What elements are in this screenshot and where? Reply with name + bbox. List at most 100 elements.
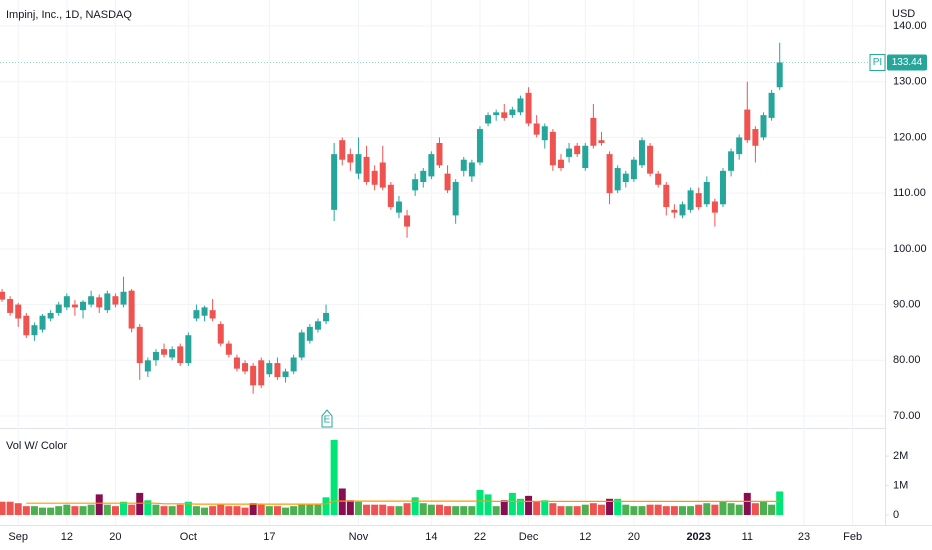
volume-bar	[338, 488, 346, 515]
candle-body	[517, 98, 524, 113]
candle-body	[258, 360, 265, 386]
candle-body	[541, 126, 548, 141]
volume-bar	[597, 504, 605, 515]
candle-body	[80, 301, 87, 311]
candle-body	[282, 371, 289, 378]
volume-bar	[209, 506, 217, 515]
volume-bar	[120, 501, 128, 515]
chart-title: Impinj, Inc., 1D, NASDAQ	[6, 9, 132, 21]
candle-body	[671, 209, 678, 213]
volume-bar	[776, 491, 784, 515]
volume-bar	[152, 504, 160, 515]
candle-body	[136, 326, 143, 364]
volume-bar	[6, 501, 14, 515]
volume-bar	[743, 492, 751, 515]
candle-body	[169, 349, 176, 358]
candle-body	[63, 296, 70, 308]
earnings-icon[interactable]	[321, 409, 333, 428]
candle-body	[590, 117, 597, 146]
candle-body	[217, 324, 224, 344]
volume-bar	[460, 506, 468, 515]
volume-bar	[703, 503, 711, 515]
candle-body	[193, 310, 200, 319]
volume-bar	[541, 500, 549, 515]
y-tick-label: 80.00	[893, 354, 921, 366]
candle-body	[476, 129, 483, 163]
volume-bar	[225, 506, 233, 515]
candle-body	[298, 332, 305, 358]
volume-tick-label: 1M	[893, 479, 908, 491]
candle-body	[266, 363, 273, 375]
candle-body	[112, 296, 119, 305]
y-tick-label: 130.00	[893, 76, 927, 88]
candle-body	[744, 109, 751, 141]
volume-bar	[589, 503, 597, 515]
volume-bar	[71, 506, 79, 515]
candle-body	[663, 184, 670, 208]
volume-bar	[427, 504, 435, 515]
candle-body	[622, 173, 629, 182]
candle-body	[144, 360, 151, 372]
volume-bar	[290, 506, 298, 515]
volume-bar	[622, 504, 630, 515]
volume-bar	[484, 494, 492, 515]
volume-bar	[273, 506, 281, 515]
candle-body	[679, 204, 686, 216]
volume-bar	[249, 503, 257, 515]
volume-bar	[306, 504, 314, 515]
candle-body	[557, 159, 564, 169]
candle-body	[574, 145, 581, 155]
candle-body	[752, 129, 759, 146]
volume-bar	[354, 501, 362, 515]
candle-body	[501, 112, 508, 118]
volume-bar	[144, 500, 152, 515]
candle-body	[582, 145, 589, 169]
last-price-tag	[887, 54, 927, 71]
volume-bar	[687, 506, 695, 515]
candle-body	[23, 315, 30, 336]
volume-bar	[419, 503, 427, 515]
candle-body	[614, 168, 621, 191]
volume-bar	[346, 500, 354, 515]
volume-bar	[241, 507, 249, 515]
candle-body	[152, 351, 159, 361]
x-tick-label: 14	[425, 531, 437, 543]
candle-body	[711, 201, 718, 213]
candle-body	[47, 312, 54, 319]
candle-body	[290, 357, 297, 372]
candle-body	[598, 140, 605, 143]
candle-body	[128, 290, 135, 329]
volume-ma-line	[26, 500, 780, 505]
candle-body	[460, 159, 467, 171]
volume-bar	[79, 506, 87, 515]
x-tick-label: Nov	[349, 531, 369, 543]
volume-bar	[435, 504, 443, 515]
candle-body	[242, 363, 249, 372]
x-tick-label: 20	[628, 531, 640, 543]
marks	[0, 42, 784, 515]
earnings-label[interactable]: E	[324, 415, 331, 426]
symbol-tag	[869, 54, 886, 72]
volume-bar	[379, 504, 387, 515]
candle-body	[420, 170, 427, 182]
candle-body	[549, 131, 556, 166]
volume-bar	[22, 506, 30, 515]
candle-body	[379, 162, 386, 188]
volume-bar	[201, 507, 209, 515]
volume-bar	[468, 506, 476, 515]
earnings-marker[interactable]: E	[321, 409, 333, 428]
y-tick-label: 90.00	[893, 298, 921, 310]
candle-body	[15, 304, 22, 319]
candle-body	[687, 190, 694, 210]
candle-body	[306, 326, 313, 341]
x-tick-label: Oct	[180, 531, 197, 543]
volume-bar	[298, 504, 306, 515]
candle-body	[468, 162, 475, 177]
candle-body	[363, 156, 370, 182]
candle-body	[606, 154, 613, 194]
candle-body	[209, 310, 216, 319]
x-tick-label: 23	[798, 531, 810, 543]
volume-tick-label: 2M	[893, 450, 908, 462]
volume-bar	[444, 506, 452, 515]
